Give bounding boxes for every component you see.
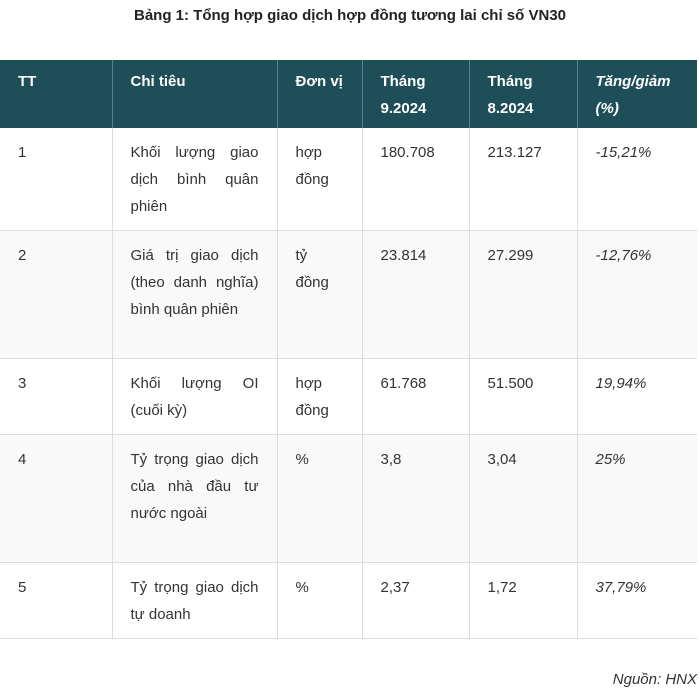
cell-change: 37,79% xyxy=(577,562,697,639)
cell-sep: 61.768 xyxy=(362,358,470,435)
header-change: Tăng/giảm (%) xyxy=(577,60,697,128)
cell-indicator: Giá trị giao dịch (theo danh nghĩa) bình… xyxy=(112,230,278,359)
cell-change: 25% xyxy=(577,434,697,563)
cell-aug: 51.500 xyxy=(469,358,578,435)
source-note: Nguồn: HNX xyxy=(612,671,697,688)
table-row: 2 Giá trị giao dịch (theo danh nghĩa) bì… xyxy=(0,230,697,359)
table-caption: Bảng 1: Tổng hợp giao dịch hợp đồng tươn… xyxy=(133,7,567,24)
cell-sep: 23.814 xyxy=(362,230,470,359)
cell-tt: 2 xyxy=(0,230,113,359)
cell-aug: 27.299 xyxy=(469,230,578,359)
cell-unit: tỷ đồng xyxy=(277,230,363,359)
cell-aug: 3,04 xyxy=(469,434,578,563)
header-unit: Đơn vị xyxy=(277,60,363,128)
cell-unit: % xyxy=(277,562,363,639)
futures-summary-table: TT Chỉ tiêu Đơn vị Tháng 9.2024 Tháng 8.… xyxy=(0,60,697,639)
header-row: TT Chỉ tiêu Đơn vị Tháng 9.2024 Tháng 8.… xyxy=(0,60,697,128)
cell-sep: 180.708 xyxy=(362,128,470,231)
cell-indicator: Khối lượng OI (cuối kỳ) xyxy=(112,358,278,435)
cell-indicator: Tỷ trọng giao dịch tự doanh xyxy=(112,562,278,639)
cell-tt: 1 xyxy=(0,128,113,231)
cell-indicator: Tỷ trọng giao dịch của nhà đầu tư nước n… xyxy=(112,434,278,563)
header-aug-2024: Tháng 8.2024 xyxy=(469,60,578,128)
cell-sep: 2,37 xyxy=(362,562,470,639)
cell-sep: 3,8 xyxy=(362,434,470,563)
cell-aug: 213.127 xyxy=(469,128,578,231)
table-row: 1 Khối lượng giao dịch bình quân phiên h… xyxy=(0,128,697,231)
cell-tt: 3 xyxy=(0,358,113,435)
cell-change: 19,94% xyxy=(577,358,697,435)
header-indicator: Chỉ tiêu xyxy=(112,60,278,128)
header-tt: TT xyxy=(0,60,113,128)
cell-indicator: Khối lượng giao dịch bình quân phiên xyxy=(112,128,278,231)
cell-aug: 1,72 xyxy=(469,562,578,639)
cell-unit: hợp đồng xyxy=(277,128,363,231)
cell-change: -15,21% xyxy=(577,128,697,231)
header-sep-2024: Tháng 9.2024 xyxy=(362,60,470,128)
cell-tt: 5 xyxy=(0,562,113,639)
table-row: 4 Tỷ trọng giao dịch của nhà đầu tư nước… xyxy=(0,434,697,563)
cell-unit: % xyxy=(277,434,363,563)
cell-change: -12,76% xyxy=(577,230,697,359)
table-row: 5 Tỷ trọng giao dịch tự doanh % 2,37 1,7… xyxy=(0,562,697,639)
table-row: 3 Khối lượng OI (cuối kỳ) hợp đồng 61.76… xyxy=(0,358,697,435)
cell-tt: 4 xyxy=(0,434,113,563)
cell-unit: hợp đồng xyxy=(277,358,363,435)
